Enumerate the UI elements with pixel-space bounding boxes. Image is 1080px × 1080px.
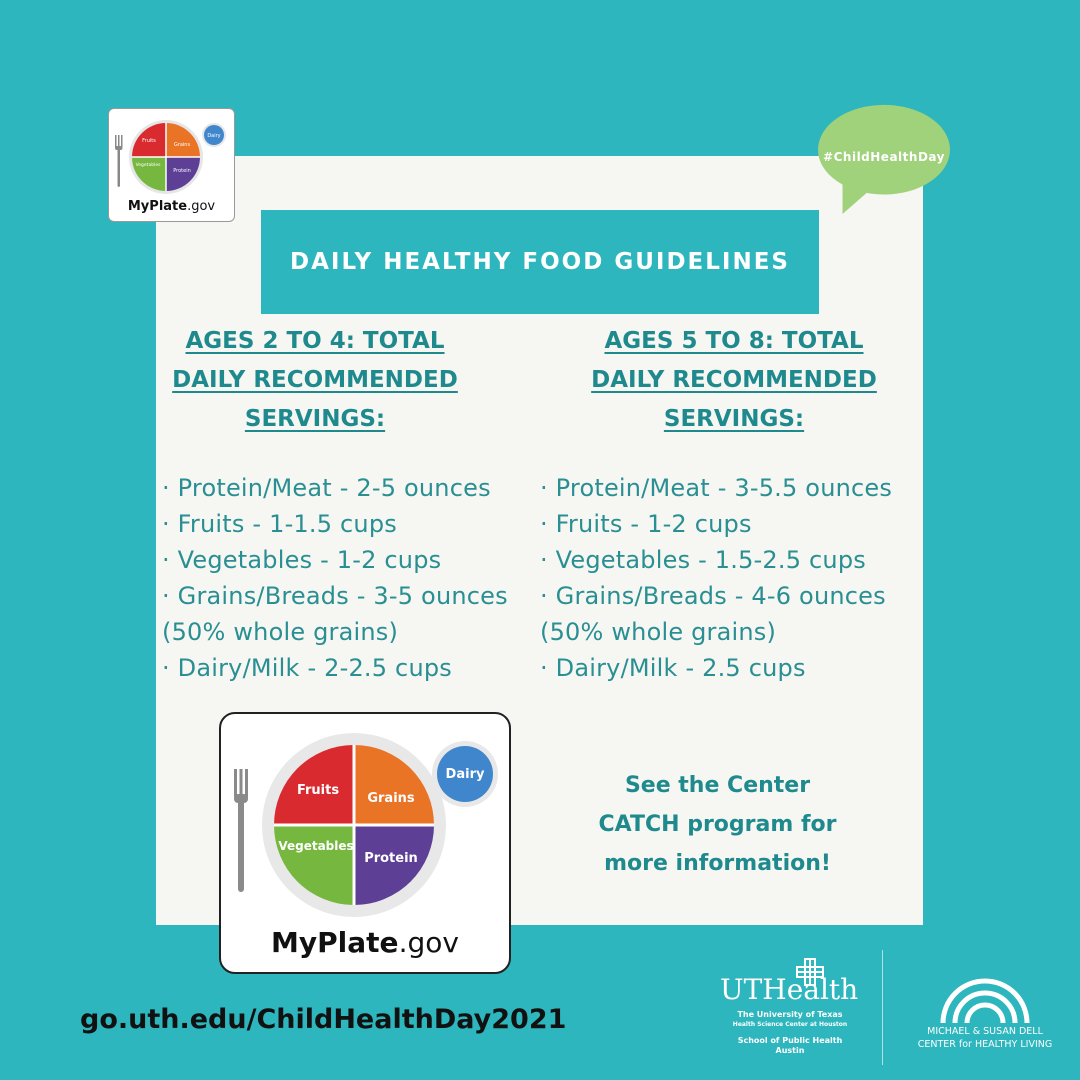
list-item: (50% whole grains) — [162, 618, 399, 646]
list-item: · Dairy/Milk - 2-2.5 cups — [162, 654, 452, 682]
list-item: (50% whole grains) — [540, 618, 777, 646]
myplate-small-icon: Fruits Grains Vegetables Protein Dairy — [115, 120, 226, 194]
right-servings-list: · Protein/Meat - 3-5.5 ounces · Fruits -… — [540, 470, 892, 686]
list-item: · Vegetables - 1-2 cups — [162, 546, 442, 574]
banner-title: DAILY HEALTHY FOOD GUIDELINES — [261, 210, 819, 314]
rainbow-arc-icon — [940, 978, 1030, 1024]
dell-center-logo: MICHAEL & SUSAN DELL CENTER for HEALTHY … — [895, 975, 1075, 1065]
see-more-text: See the Center CATCH program for more in… — [598, 773, 837, 876]
list-item: · Protein/Meat - 3-5.5 ounces — [540, 474, 893, 502]
left-servings-list: · Protein/Meat - 2-5 ounces · Fruits - 1… — [162, 470, 508, 686]
protein-label-small: Protein — [173, 168, 191, 174]
grains-label-small: Grains — [174, 142, 191, 148]
hashtag: #ChildHealthDay — [823, 150, 945, 164]
dairy-label: Dairy — [446, 767, 485, 782]
uthealth-details: The University of Texas Health Science C… — [732, 1010, 848, 1055]
list-item: · Grains/Breads - 3-5 ounces — [162, 582, 508, 610]
list-item: · Fruits - 1-1.5 cups — [162, 510, 397, 538]
list-item: · Protein/Meat - 2-5 ounces — [162, 474, 491, 502]
protein-label: Protein — [364, 851, 418, 866]
fruits-label-small: Fruits — [142, 138, 156, 144]
myplate-large-icon: Fruits Grains Vegetables Protein Dairy — [234, 733, 498, 917]
logo-divider — [882, 950, 883, 1065]
uthealth-logo: UTHealth The University of Texas Health … — [700, 955, 880, 1070]
grains-label: Grains — [367, 791, 415, 806]
myplate-logo-small: Fruits Grains Vegetables Protein Dairy M… — [108, 108, 235, 222]
uthealth-emblem-icon — [796, 958, 824, 986]
vegetables-label: Vegetables — [278, 839, 353, 853]
list-item: · Fruits - 1-2 cups — [540, 510, 752, 538]
dell-center-name: MICHAEL & SUSAN DELL CENTER for HEALTHY … — [917, 1026, 1053, 1050]
fruits-label: Fruits — [297, 783, 339, 798]
myplate-logo-large: Fruits Grains Vegetables Protein Dairy M… — [219, 712, 511, 974]
uthealth-name: UTHealth — [720, 973, 859, 1006]
speech-bubble — [818, 104, 950, 214]
campaign-url[interactable]: go.uth.edu/ChildHealthDay2021 — [80, 1004, 567, 1035]
list-item: · Grains/Breads - 4-6 ounces — [540, 582, 886, 610]
myplate-brand-small: MyPlate.gov — [127, 199, 216, 214]
left-column-heading: AGES 2 TO 4: TOTAL DAILY RECOMMENDED SER… — [172, 328, 458, 432]
vegetables-label-small: Vegetables — [136, 162, 162, 168]
list-item: · Dairy/Milk - 2.5 cups — [540, 654, 806, 682]
dairy-label-small: Dairy — [207, 133, 220, 139]
myplate-brand-large: MyPlate.gov — [271, 926, 459, 959]
right-column-heading: AGES 5 TO 8: TOTAL DAILY RECOMMENDED SER… — [591, 328, 877, 432]
list-item: · Vegetables - 1.5-2.5 cups — [540, 546, 866, 574]
